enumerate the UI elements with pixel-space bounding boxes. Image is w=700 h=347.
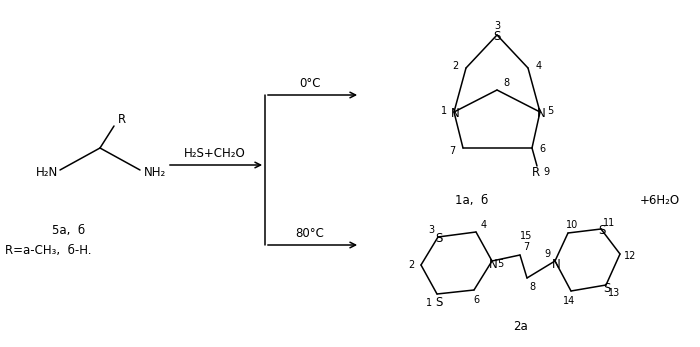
Text: 2: 2	[408, 260, 414, 270]
Text: N: N	[451, 107, 459, 119]
Text: 1: 1	[441, 106, 447, 116]
Text: S: S	[598, 223, 606, 237]
Text: +6H₂O: +6H₂O	[640, 194, 680, 206]
Text: H₂S+CH₂O: H₂S+CH₂O	[184, 146, 246, 160]
Text: 7: 7	[449, 146, 455, 156]
Text: N: N	[489, 257, 498, 271]
Text: NH₂: NH₂	[144, 166, 166, 178]
Text: 9: 9	[543, 167, 549, 177]
Text: 9: 9	[544, 249, 550, 259]
Text: 11: 11	[603, 218, 615, 228]
Text: 3: 3	[428, 225, 434, 235]
Text: S: S	[435, 231, 442, 245]
Text: 5: 5	[497, 259, 503, 269]
Text: N: N	[537, 107, 545, 119]
Text: 2: 2	[452, 61, 458, 71]
Text: 4: 4	[536, 61, 542, 71]
Text: 3: 3	[494, 21, 500, 31]
Text: 6: 6	[473, 295, 479, 305]
Text: R=а-CH₃,  б-H.: R=а-CH₃, б-H.	[5, 244, 92, 256]
Text: 7: 7	[523, 242, 529, 252]
Text: R: R	[532, 166, 540, 178]
Text: 10: 10	[566, 220, 578, 230]
Text: 80°C: 80°C	[295, 227, 324, 239]
Text: 5а,  б: 5а, б	[52, 223, 85, 237]
Text: N: N	[552, 257, 561, 271]
Text: 0°C: 0°C	[300, 76, 321, 90]
Text: 8: 8	[529, 282, 535, 292]
Text: 14: 14	[563, 296, 575, 306]
Text: S: S	[494, 29, 500, 42]
Text: S: S	[603, 281, 610, 295]
Text: 1: 1	[426, 298, 432, 308]
Text: 2а: 2а	[512, 320, 527, 332]
Text: 4: 4	[481, 220, 487, 230]
Text: 12: 12	[624, 251, 636, 261]
Text: 15: 15	[520, 231, 532, 241]
Text: 8: 8	[503, 78, 509, 88]
Text: 5: 5	[547, 106, 553, 116]
Text: 1а,  б: 1а, б	[455, 194, 489, 206]
Text: 6: 6	[539, 144, 545, 154]
Text: R: R	[118, 112, 126, 126]
Text: S: S	[435, 296, 442, 308]
Text: 13: 13	[608, 288, 620, 298]
Text: H₂N: H₂N	[36, 166, 58, 178]
